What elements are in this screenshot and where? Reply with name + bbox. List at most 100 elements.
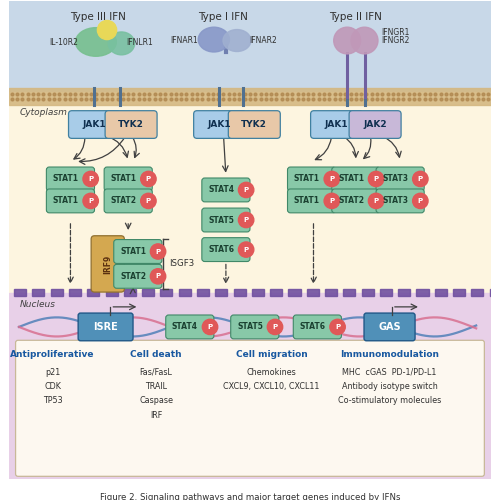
Ellipse shape <box>198 27 229 52</box>
Text: CDK: CDK <box>44 382 61 391</box>
Bar <box>252 289 264 296</box>
Text: STAT6: STAT6 <box>208 245 234 254</box>
Bar <box>234 289 246 296</box>
Text: JAK1: JAK1 <box>83 120 106 129</box>
Text: IRF9: IRF9 <box>103 254 113 274</box>
FancyBboxPatch shape <box>104 189 152 213</box>
Circle shape <box>151 244 166 259</box>
Circle shape <box>369 194 384 208</box>
Text: Type III IFN: Type III IFN <box>70 12 126 22</box>
FancyBboxPatch shape <box>166 315 214 339</box>
Text: P: P <box>244 246 248 252</box>
Text: Chemokines: Chemokines <box>247 368 297 377</box>
Circle shape <box>330 320 345 334</box>
FancyBboxPatch shape <box>332 189 380 213</box>
Text: ISRE: ISRE <box>93 322 118 332</box>
Circle shape <box>413 172 428 186</box>
Circle shape <box>83 172 98 186</box>
FancyBboxPatch shape <box>376 189 424 213</box>
Text: JAK2: JAK2 <box>363 120 387 129</box>
Text: P: P <box>335 324 340 330</box>
Text: IFNAR2: IFNAR2 <box>249 36 277 46</box>
Text: Figure 2. Signaling pathways and major target genes induced by IFNs: Figure 2. Signaling pathways and major t… <box>100 494 400 500</box>
FancyBboxPatch shape <box>114 264 162 288</box>
Text: P: P <box>418 198 423 204</box>
Text: STAT1: STAT1 <box>120 247 146 256</box>
Text: IL-10R2: IL-10R2 <box>49 38 78 48</box>
Text: IRF: IRF <box>150 410 162 420</box>
FancyBboxPatch shape <box>287 167 336 191</box>
Bar <box>9 88 491 106</box>
Text: P: P <box>155 274 160 280</box>
FancyBboxPatch shape <box>202 178 250 202</box>
Bar <box>380 289 392 296</box>
Text: Nucleus: Nucleus <box>20 300 56 309</box>
FancyBboxPatch shape <box>364 313 415 341</box>
FancyBboxPatch shape <box>16 340 484 476</box>
Text: STAT2: STAT2 <box>110 196 136 205</box>
Text: P: P <box>146 198 151 204</box>
FancyBboxPatch shape <box>68 110 121 138</box>
Circle shape <box>239 182 254 198</box>
Text: Immunomodulation: Immunomodulation <box>340 350 439 358</box>
Text: P: P <box>373 198 379 204</box>
FancyBboxPatch shape <box>202 208 250 232</box>
FancyBboxPatch shape <box>46 167 94 191</box>
Text: STAT1: STAT1 <box>294 196 320 205</box>
Text: P: P <box>273 324 277 330</box>
Bar <box>197 289 209 296</box>
Text: P: P <box>88 176 93 182</box>
Bar <box>417 289 429 296</box>
Circle shape <box>413 194 428 208</box>
Text: TP53: TP53 <box>43 396 62 406</box>
Circle shape <box>141 194 156 208</box>
Text: STAT3: STAT3 <box>382 196 408 205</box>
Text: STAT4: STAT4 <box>172 322 198 332</box>
Bar <box>288 289 301 296</box>
Circle shape <box>324 194 339 208</box>
Text: p21: p21 <box>45 368 60 377</box>
Circle shape <box>97 20 117 40</box>
Text: IFNAR1: IFNAR1 <box>170 36 198 46</box>
Text: Type I IFN: Type I IFN <box>199 12 248 22</box>
FancyBboxPatch shape <box>104 167 152 191</box>
Text: P: P <box>88 198 93 204</box>
Text: STAT5: STAT5 <box>237 322 263 332</box>
Bar <box>14 289 26 296</box>
Bar <box>9 2 491 92</box>
Text: P: P <box>418 176 423 182</box>
FancyBboxPatch shape <box>310 110 363 138</box>
FancyBboxPatch shape <box>194 110 246 138</box>
Text: Antiproliferative: Antiproliferative <box>10 350 95 358</box>
FancyBboxPatch shape <box>287 189 336 213</box>
Text: STAT4: STAT4 <box>208 186 234 194</box>
Bar <box>343 289 355 296</box>
FancyBboxPatch shape <box>231 315 279 339</box>
Bar <box>9 92 491 292</box>
Bar <box>32 289 44 296</box>
Text: P: P <box>208 324 213 330</box>
FancyBboxPatch shape <box>228 110 280 138</box>
Bar <box>325 289 337 296</box>
Text: STAT3: STAT3 <box>382 174 408 184</box>
Circle shape <box>83 194 98 208</box>
Text: Antibody isotype switch: Antibody isotype switch <box>341 382 437 391</box>
Bar <box>435 289 447 296</box>
Bar <box>215 289 227 296</box>
Circle shape <box>267 320 283 334</box>
Circle shape <box>351 27 378 54</box>
Text: Fas/FasL: Fas/FasL <box>140 368 173 377</box>
Text: IFNGR2: IFNGR2 <box>381 36 409 46</box>
Text: Cell migration: Cell migration <box>236 350 308 358</box>
Text: STAT5: STAT5 <box>208 216 234 224</box>
Text: STAT2: STAT2 <box>120 272 146 281</box>
Text: STAT1: STAT1 <box>338 174 364 184</box>
Text: P: P <box>244 187 248 193</box>
Bar <box>124 289 136 296</box>
Text: STAT1: STAT1 <box>110 174 136 184</box>
Bar <box>362 289 373 296</box>
Bar <box>453 289 465 296</box>
FancyBboxPatch shape <box>202 238 250 262</box>
Circle shape <box>324 172 339 186</box>
Circle shape <box>369 172 384 186</box>
